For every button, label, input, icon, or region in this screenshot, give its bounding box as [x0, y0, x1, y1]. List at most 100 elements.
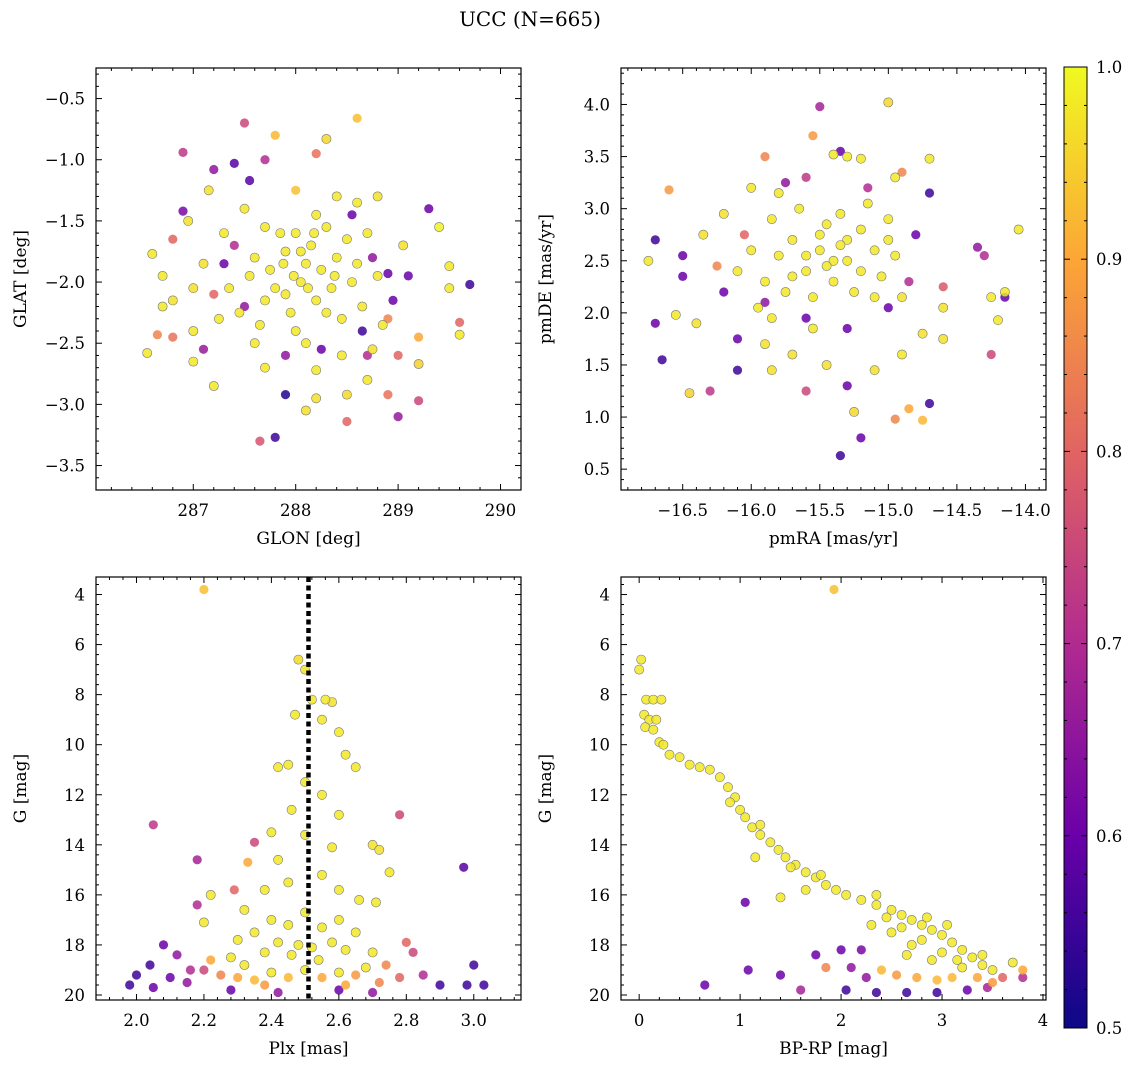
data-point — [198, 344, 209, 354]
data-point — [148, 982, 158, 993]
data-point — [333, 885, 344, 895]
y-tick-label: 20 — [589, 986, 610, 1005]
data-point — [368, 987, 378, 998]
colorbar-tick-label: 0.6 — [1096, 827, 1122, 846]
data-point — [636, 654, 647, 665]
x-tick-label: −15.5 — [795, 501, 846, 520]
data-point — [871, 900, 882, 910]
data-point — [987, 965, 998, 975]
data-point — [244, 270, 255, 281]
data-point — [333, 727, 344, 738]
x-axis-label: Plx [mas] — [268, 1039, 348, 1059]
data-point — [352, 113, 362, 123]
y-tick-label: 0.5 — [584, 460, 610, 479]
y-tick-label: 8 — [75, 686, 86, 705]
data-point — [849, 406, 859, 417]
data-point — [732, 266, 743, 277]
data-point — [775, 892, 786, 903]
data-point — [384, 867, 395, 878]
data-point — [372, 191, 383, 202]
data-point — [890, 172, 901, 183]
panel-plx-g: 2.0 2.2 2.4 2.6 2.8 3.0 4 6 8 10 12 14 16 18 20 Plx [ma… — [11, 576, 522, 1059]
y-tick-label: 6 — [75, 636, 86, 655]
data-point — [300, 258, 311, 269]
data-point — [863, 183, 873, 193]
data-point — [331, 252, 342, 263]
data-point — [977, 950, 988, 960]
data-point — [167, 295, 178, 306]
data-point — [367, 253, 378, 263]
data-point — [350, 762, 361, 773]
y-tick-label: 10 — [64, 736, 85, 755]
data-point — [746, 182, 757, 193]
scatter-points — [643, 97, 1024, 461]
data-point — [209, 164, 219, 175]
y-axis-label: pmDE [mas/yr] — [536, 214, 556, 344]
data-point — [746, 245, 757, 256]
data-point — [341, 234, 352, 245]
data-point — [691, 318, 702, 329]
data-point — [283, 972, 293, 983]
data-point — [374, 844, 385, 855]
y-tick-label: −0.5 — [45, 90, 85, 109]
data-point — [172, 950, 182, 960]
data-point — [321, 133, 332, 144]
x-tick-label: −14.5 — [932, 501, 983, 520]
data-point — [773, 250, 784, 261]
data-point — [801, 172, 811, 182]
y-axis-label: G [mag] — [536, 754, 556, 823]
data-point — [821, 219, 832, 230]
data-point — [937, 930, 947, 940]
data-point — [836, 945, 846, 955]
colorbar: 0.5 0.6 0.7 0.8 0.9 1.0 — [1063, 58, 1122, 1038]
data-point — [835, 451, 846, 461]
data-point — [787, 234, 798, 245]
data-point — [987, 977, 998, 988]
data-point — [773, 844, 784, 855]
axes-frame — [95, 67, 522, 491]
y-tick-label: 16 — [64, 886, 85, 905]
x-tick-label: −14.0 — [1000, 501, 1051, 520]
data-point — [283, 920, 294, 930]
data-point — [260, 155, 270, 165]
data-point — [188, 326, 199, 336]
data-point — [947, 972, 957, 983]
data-point — [924, 398, 935, 409]
data-point — [897, 292, 907, 303]
data-point — [785, 862, 796, 873]
data-point — [732, 365, 743, 375]
y-tick-label: 12 — [589, 786, 610, 805]
data-point — [208, 381, 219, 391]
data-point — [883, 97, 894, 108]
data-point — [828, 255, 839, 266]
y-tick-label: 3.0 — [584, 200, 610, 219]
data-point — [403, 271, 413, 281]
data-point — [168, 332, 178, 342]
data-point — [1007, 957, 1018, 968]
data-point — [321, 222, 332, 232]
y-tick-label: 1.5 — [584, 356, 610, 375]
data-point — [260, 295, 270, 306]
data-point — [869, 292, 880, 303]
data-point — [259, 885, 270, 895]
data-point — [255, 436, 265, 446]
data-point — [881, 912, 892, 923]
data-point — [178, 147, 188, 157]
data-point — [266, 827, 277, 838]
data-point — [755, 829, 766, 840]
data-point — [293, 654, 304, 665]
data-point — [801, 250, 811, 261]
data-point — [760, 276, 770, 287]
data-point — [942, 920, 952, 930]
data-point — [901, 950, 912, 960]
data-point — [388, 295, 398, 305]
data-point — [972, 242, 983, 252]
data-point — [317, 922, 327, 933]
data-point — [947, 937, 957, 948]
data-point — [280, 289, 291, 300]
data-point — [856, 153, 866, 164]
data-point — [760, 152, 770, 162]
x-axis-label: BP-RP [mag] — [779, 1039, 888, 1059]
data-point — [462, 980, 472, 990]
data-point — [360, 962, 371, 973]
